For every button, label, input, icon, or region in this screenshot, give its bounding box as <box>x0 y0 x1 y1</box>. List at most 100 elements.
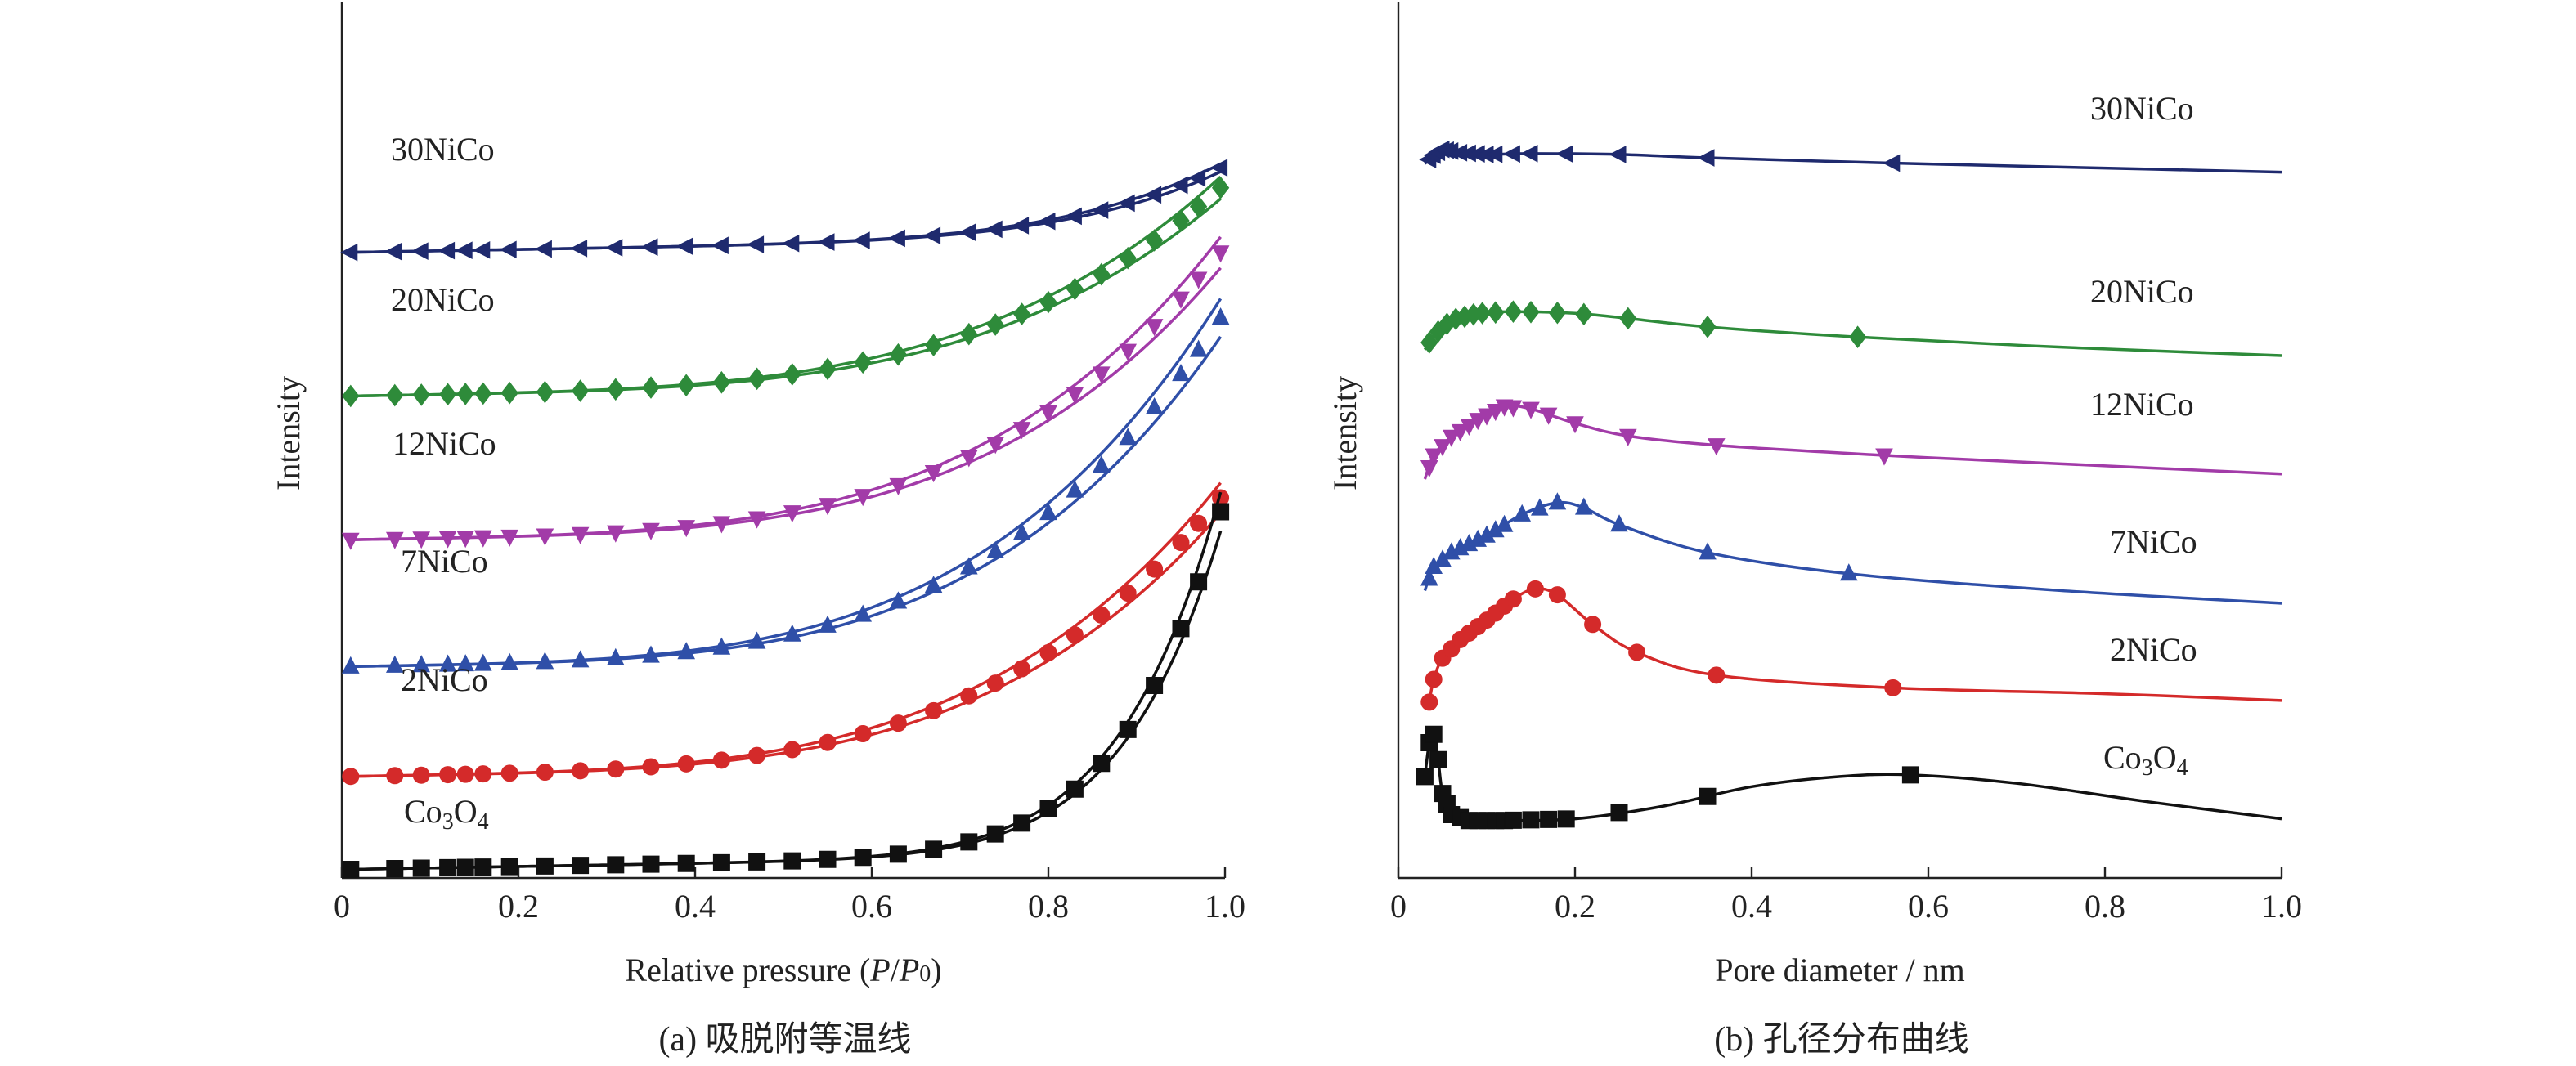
20nico-marker <box>986 313 1004 336</box>
30nico-marker <box>1609 146 1627 163</box>
series-30nico: 30NiCo <box>1419 90 2282 174</box>
2nico-marker <box>1548 586 1566 604</box>
co3o4-marker <box>1066 780 1084 798</box>
2nico-marker <box>536 764 554 782</box>
2nico-marker <box>1093 606 1111 624</box>
20nico-marker <box>1039 290 1057 314</box>
12nico-marker <box>747 511 766 529</box>
co3o4-marker <box>854 849 872 867</box>
12nico-marker <box>1119 343 1138 361</box>
7nico-marker <box>1172 363 1190 382</box>
20nico-marker <box>747 367 766 391</box>
series-line-2nico-desorption <box>346 481 1222 778</box>
12nico-marker <box>1145 319 1164 337</box>
2nico-marker <box>1584 616 1602 634</box>
12nico-marker <box>1486 404 1505 422</box>
30nico-marker <box>605 239 623 257</box>
12nico-marker <box>1522 401 1540 419</box>
20nico-marker <box>607 378 625 401</box>
2nico-marker <box>1628 643 1646 661</box>
30nico-marker <box>570 239 588 258</box>
20nico-marker <box>1522 300 1540 324</box>
7nico-marker <box>1574 497 1593 515</box>
7nico-marker <box>1530 498 1549 516</box>
x-tick-label: 0.8 <box>1028 888 1069 925</box>
12nico-marker <box>473 530 492 548</box>
panel-a-x-axis-title: Relative pressure (P/P0) <box>625 952 941 988</box>
30nico-marker <box>1520 145 1538 163</box>
2nico-marker <box>677 755 695 773</box>
12nico-marker <box>1442 429 1461 447</box>
2nico-marker <box>712 751 730 769</box>
12nico-marker <box>571 526 590 544</box>
7nico-marker <box>1145 396 1164 415</box>
co3o4-marker <box>642 855 660 873</box>
panel-b-series-group: 30NiCo 20NiCo 12NiCo 7NiCo 2NiCo Co3O4 <box>1416 90 2282 830</box>
12nico-marker <box>959 450 978 468</box>
7nico-marker <box>642 645 660 663</box>
20nico-marker <box>677 374 695 397</box>
12nico-marker <box>1618 428 1637 446</box>
2nico-marker <box>412 766 430 784</box>
7nico-marker <box>1092 455 1111 473</box>
2nico-marker <box>642 758 660 776</box>
20nico-marker <box>783 363 801 386</box>
7nico-marker <box>1610 514 1628 532</box>
series-label-20nico: 20NiCo <box>391 281 495 318</box>
20nico-marker <box>712 370 731 394</box>
panel-a-y-axis-title: Intensity <box>270 376 307 490</box>
12nico-marker <box>1451 423 1470 441</box>
30nico-marker <box>747 235 765 253</box>
20nico-marker <box>1548 301 1567 325</box>
7nico-marker <box>1012 522 1031 540</box>
7nico-marker <box>606 647 625 665</box>
7nico-marker <box>1189 339 1208 357</box>
2nico-marker <box>1119 585 1137 602</box>
series-label-7nico: 7NiCo <box>2110 523 2197 560</box>
30nico-marker <box>1012 217 1030 235</box>
12nico-marker <box>341 532 360 550</box>
panel-a-x-ticks: 0 0.2 0.4 0.6 0.8 1.0 <box>334 867 1245 925</box>
2nico-marker <box>1013 660 1031 678</box>
20nico-marker <box>1119 246 1137 270</box>
12nico-marker <box>1211 245 1230 263</box>
2nico-marker <box>386 767 404 785</box>
7nico-marker <box>819 615 837 633</box>
2nico-marker <box>889 714 907 732</box>
30nico-marker <box>817 233 835 251</box>
series-label-30nico: 30NiCo <box>2090 90 2194 127</box>
series-30nico: 30NiCo <box>340 131 1228 262</box>
30nico-marker <box>473 241 491 259</box>
series-label-2nico: 2NiCo <box>401 661 488 698</box>
7nico-marker <box>500 652 519 670</box>
12nico-marker <box>783 505 801 523</box>
panel-a-caption: (a) 吸脱附等温线 <box>658 1021 911 1059</box>
30nico-marker <box>499 240 517 259</box>
30nico-marker <box>438 241 456 260</box>
2nico-marker <box>1066 626 1084 644</box>
12nico-marker <box>986 437 1005 455</box>
2nico-marker <box>1039 643 1057 661</box>
co3o4-marker <box>1522 811 1540 829</box>
series-7nico: 7NiCo <box>1420 492 2282 605</box>
12nico-marker <box>1566 416 1584 434</box>
co3o4-marker <box>712 853 730 871</box>
2nico-marker <box>986 674 1004 692</box>
co3o4-marker <box>1699 787 1717 805</box>
2nico-marker <box>1708 666 1726 684</box>
co3o4-marker <box>889 845 907 863</box>
co3o4-marker <box>1093 755 1111 773</box>
series-label-co3o4: Co3O4 <box>404 793 489 835</box>
2nico-marker <box>854 725 872 743</box>
x-tick-label: 0.8 <box>2085 888 2125 925</box>
20nico-marker <box>1012 302 1031 325</box>
x-tick-label: 0.2 <box>498 888 539 925</box>
30nico-marker <box>340 243 358 262</box>
co3o4-marker <box>1610 804 1628 822</box>
30nico-marker <box>411 242 429 260</box>
x-tick-label: 0.6 <box>851 888 892 925</box>
7nico-marker <box>1066 480 1084 498</box>
20nico-marker <box>571 379 590 402</box>
30nico-marker <box>711 236 729 255</box>
2nico-marker <box>439 766 457 784</box>
